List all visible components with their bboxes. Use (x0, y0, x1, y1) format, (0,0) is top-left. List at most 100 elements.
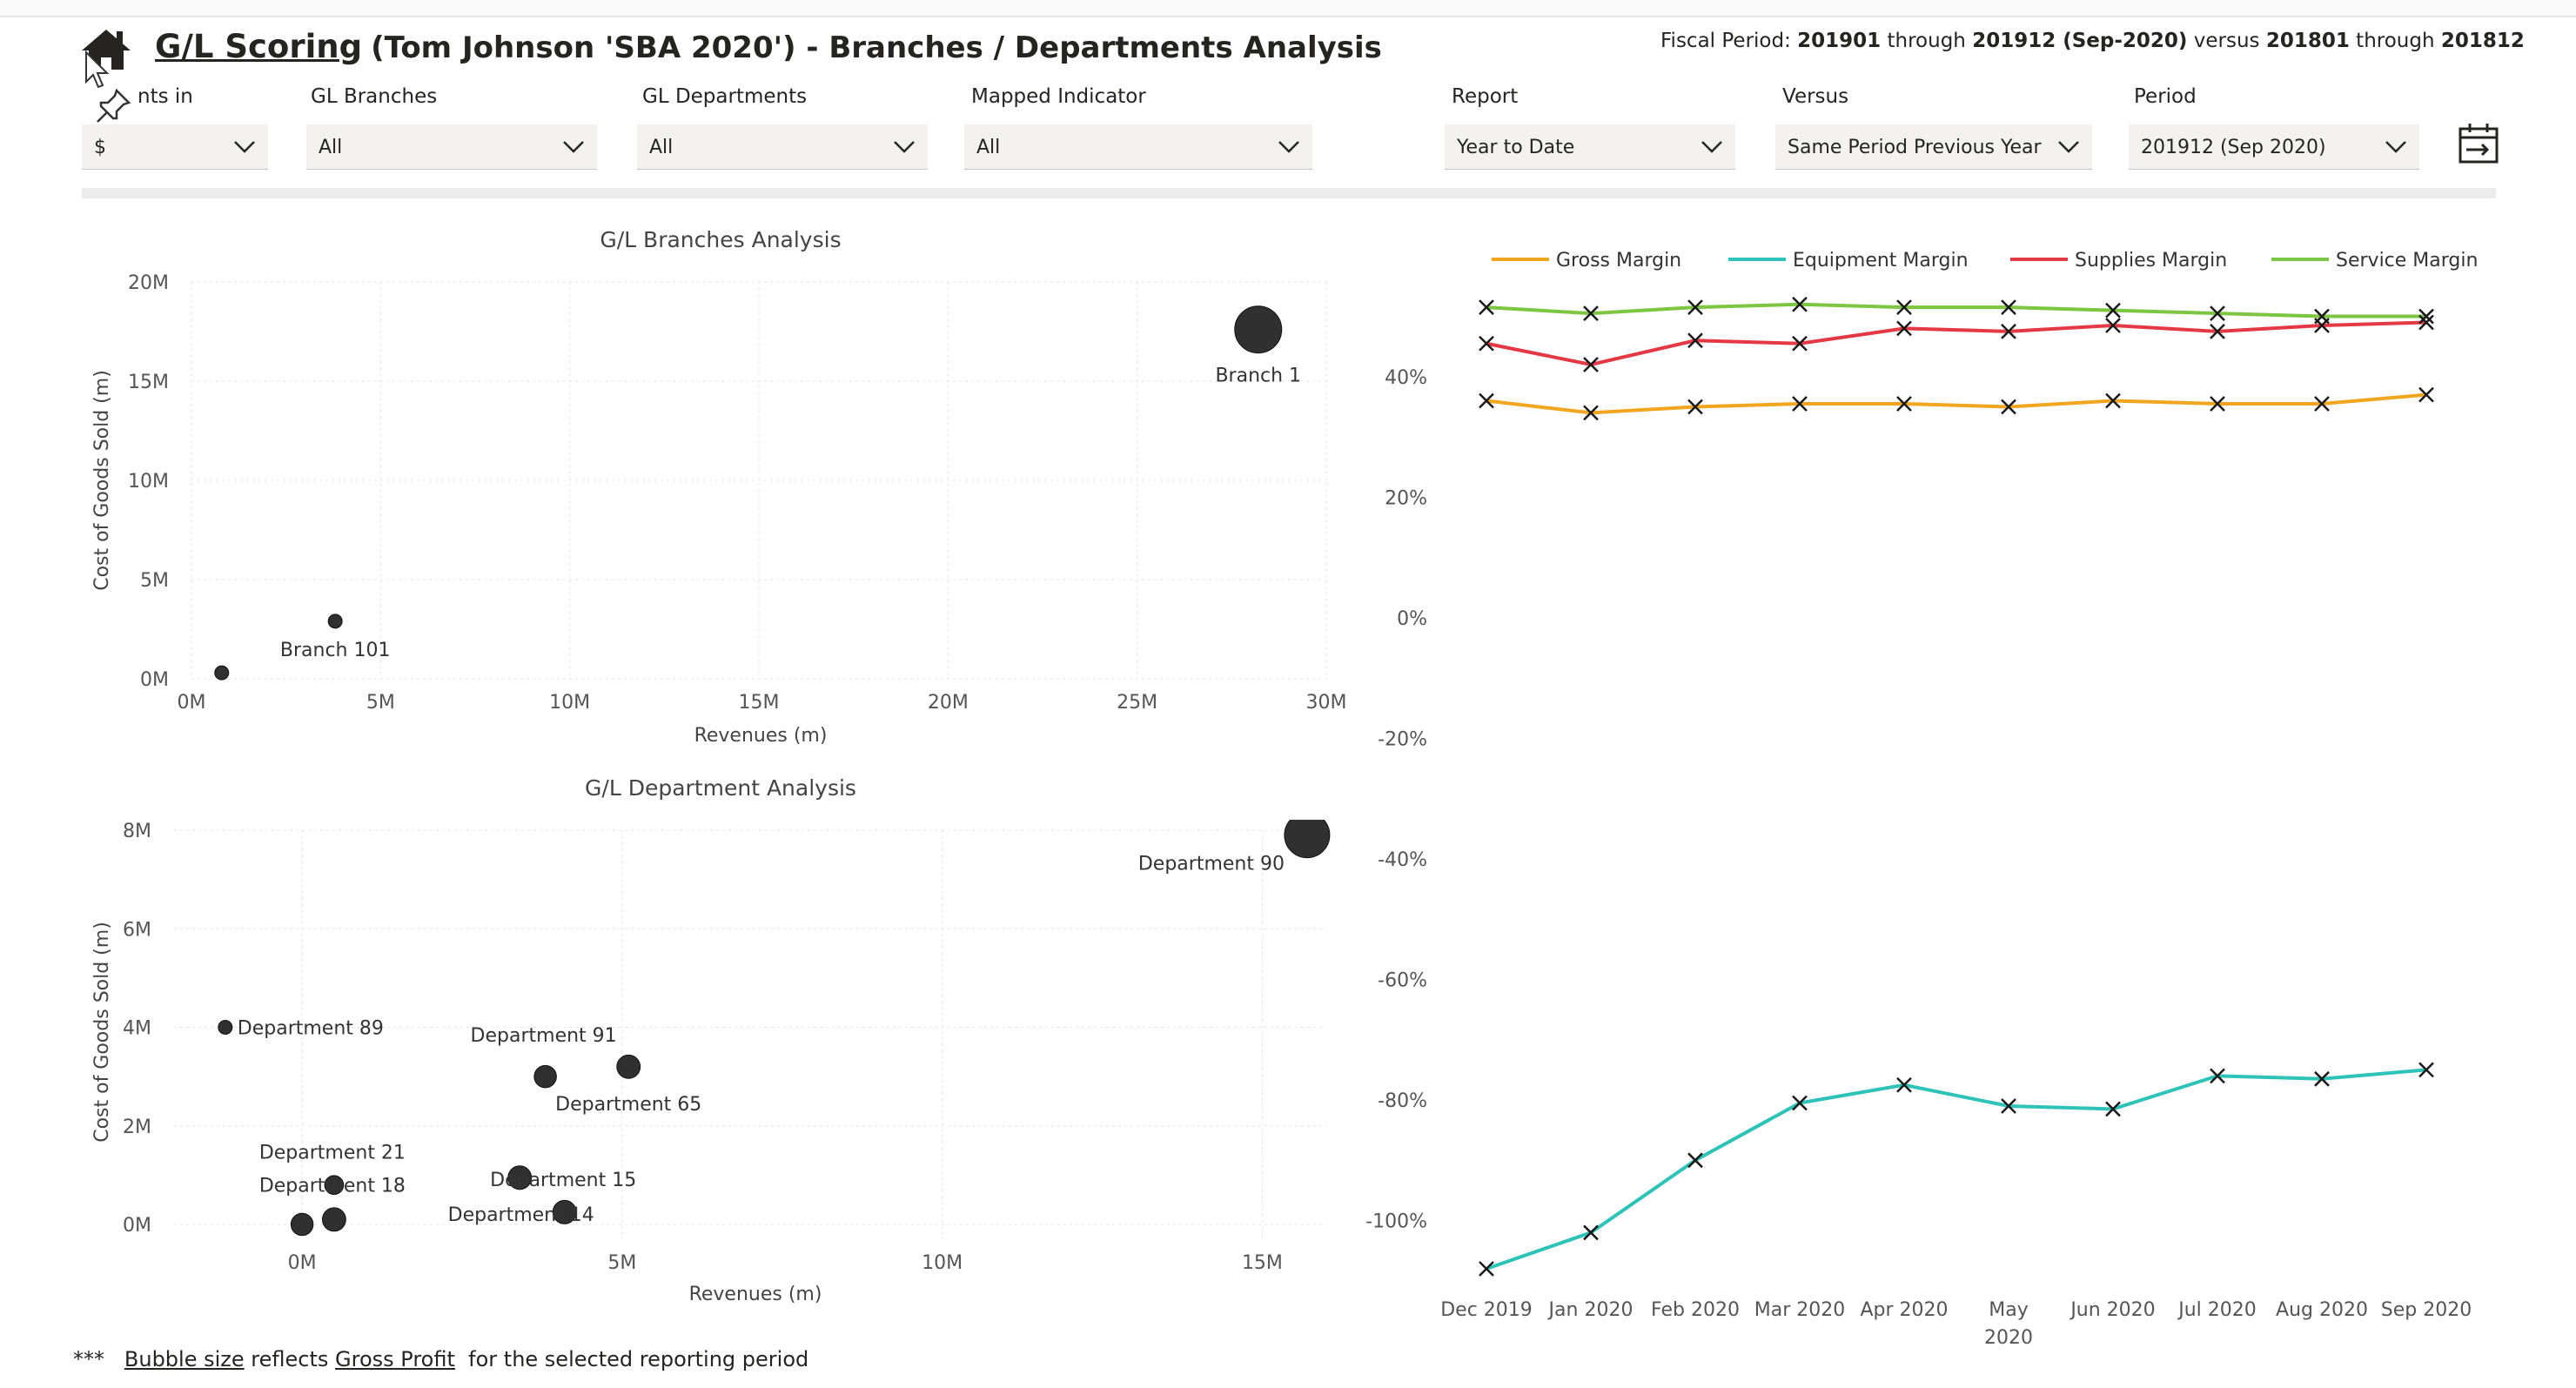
marker-gross-margin[interactable] (1479, 392, 1494, 409)
marker-gross-margin[interactable] (2314, 396, 2330, 412)
marker-equipment-margin[interactable] (2105, 1101, 2121, 1117)
bubble-department-90[interactable] (1284, 813, 1331, 859)
marker-equipment-margin[interactable] (2418, 1062, 2434, 1078)
marker-gross-margin[interactable] (1687, 399, 1703, 415)
series-line-gross-margin[interactable] (1486, 392, 2427, 415)
marker-service-margin[interactable] (1792, 296, 1808, 312)
x-tick-label: Jul 2020 (2177, 1299, 2257, 1321)
legend-label-equipment-margin[interactable]: Equipment Margin (1793, 250, 1969, 272)
branches-scatter-chart: G/L Branches Analysis Revenues (m) Cost … (91, 227, 1346, 747)
mapped-indicator-dropdown[interactable]: All (964, 124, 1312, 170)
marker-gross-margin[interactable] (2105, 392, 2121, 409)
legend-label-supplies-margin[interactable]: Supplies Margin (2075, 250, 2227, 272)
pin-icon[interactable] (94, 87, 132, 125)
bubble-department-65[interactable] (616, 1054, 641, 1079)
bubble-department-89[interactable] (218, 1020, 233, 1036)
legend-label-gross-margin[interactable]: Gross Margin (1556, 250, 1681, 272)
chevron-down-icon (2058, 141, 2079, 153)
page-title: G/L Scoring (Tom Johnson 'SBA 2020') - Br… (155, 28, 1382, 65)
mapped-dropdown-value: All (976, 137, 1001, 158)
marker-supplies-margin[interactable] (1687, 332, 1703, 349)
title-link[interactable]: G/L Scoring (155, 28, 363, 65)
x-tick-label: 15M (739, 692, 780, 714)
fiscal-period-text: Fiscal Period: 201901 through 201912 (Se… (1660, 30, 2525, 52)
marker-supplies-margin[interactable] (1479, 335, 1494, 352)
marker-equipment-margin[interactable] (2314, 1070, 2330, 1087)
marker-equipment-margin[interactable] (1687, 1152, 1703, 1169)
bubble-branch-1[interactable] (1234, 305, 1283, 354)
marker-gross-margin[interactable] (2210, 396, 2225, 412)
marker-supplies-margin[interactable] (2001, 323, 2016, 339)
marker-gross-margin[interactable] (2001, 399, 2016, 415)
marker-service-margin[interactable] (1687, 299, 1703, 316)
departments-dropdown[interactable]: All (637, 124, 928, 170)
bubble-department-91[interactable] (533, 1064, 557, 1089)
marker-equipment-margin[interactable] (2001, 1098, 2016, 1114)
marker-equipment-margin[interactable] (1792, 1095, 1808, 1111)
marker-supplies-margin[interactable] (1583, 357, 1599, 372)
bubble-unlabeled-2[interactable] (214, 665, 230, 681)
bubble-department-15[interactable] (507, 1165, 533, 1190)
period-dropdown[interactable]: 201912 (Sep 2020) (2129, 124, 2419, 170)
report-dropdown[interactable]: Year to Date (1445, 124, 1735, 170)
marker-service-margin[interactable] (1896, 299, 1912, 316)
data-label-branch-1: Branch 1 (1215, 365, 1301, 387)
bubble-department-21[interactable] (324, 1175, 345, 1196)
marker-gross-margin[interactable] (2418, 386, 2434, 403)
legend-label-service-margin[interactable]: Service Margin (2336, 250, 2478, 272)
branches-dropdown[interactable]: All (306, 124, 597, 170)
footnote: *** Bubble size reflects Gross Profit fo… (73, 1347, 808, 1371)
window-top-bar (0, 0, 2576, 17)
marker-equipment-margin[interactable] (1479, 1261, 1494, 1277)
marker-supplies-margin[interactable] (2105, 318, 2121, 333)
period-dropdown-value: 201912 (Sep 2020) (2141, 137, 2326, 158)
report-dropdown-value: Year to Date (1457, 137, 1575, 158)
marker-equipment-margin[interactable] (1896, 1076, 1912, 1093)
marker-service-margin[interactable] (1479, 299, 1494, 316)
bubble-size-link[interactable]: Bubble size (124, 1347, 245, 1371)
marker-equipment-margin[interactable] (1583, 1224, 1599, 1241)
export-icon[interactable] (2458, 120, 2501, 165)
slicer-label-versus: Versus (1782, 85, 1849, 108)
marker-supplies-margin[interactable] (2418, 314, 2434, 331)
marker-service-margin[interactable] (1583, 305, 1599, 321)
marker-service-margin[interactable] (2418, 308, 2434, 325)
bubble-branch-101[interactable] (327, 614, 343, 629)
x-tick-label: 30M (1306, 692, 1347, 714)
marker-gross-margin[interactable] (1896, 396, 1912, 412)
amounts-dropdown[interactable]: $ (82, 124, 268, 170)
series-line-supplies-margin[interactable] (1486, 320, 2427, 367)
series-line-equipment-margin[interactable] (1486, 1068, 2427, 1271)
marker-service-margin[interactable] (2314, 308, 2330, 325)
marker-service-margin[interactable] (2001, 299, 2016, 316)
marker-gross-margin[interactable] (1583, 405, 1599, 421)
departments-scatter-chart: G/L Department Analysis Revenues (m) Cos… (91, 775, 1331, 1305)
y-tick-label: 15M (128, 372, 169, 393)
marker-supplies-margin[interactable] (2210, 323, 2225, 339)
x-tick-label: 20M (928, 692, 969, 714)
marker-gross-margin[interactable] (1792, 396, 1808, 412)
marker-equipment-margin[interactable] (2210, 1068, 2225, 1084)
x-tick-label: 10M (922, 1252, 963, 1274)
departments-y-axis-label: Cost of Goods Sold (m) (91, 922, 113, 1143)
gross-profit-link[interactable]: Gross Profit (335, 1347, 455, 1371)
y-tick-label: 0M (140, 669, 169, 691)
x-tick-label: Dec 2019 (1440, 1299, 1533, 1321)
marker-supplies-margin[interactable] (1792, 335, 1808, 352)
bubble-unlabeled-6[interactable] (290, 1212, 314, 1237)
marker-service-margin[interactable] (2105, 302, 2121, 319)
x-tick-label: 10M (549, 692, 590, 714)
chevron-down-icon (234, 141, 255, 153)
data-label-department-15: Department 15 (490, 1170, 636, 1191)
x-tick-label: 0M (288, 1252, 317, 1274)
footnote-reflects: reflects (251, 1347, 329, 1371)
bubble-department-18[interactable] (321, 1207, 346, 1232)
marker-supplies-margin[interactable] (1896, 320, 1912, 337)
bubble-department-14[interactable] (552, 1199, 577, 1224)
versus-dropdown[interactable]: Same Period Previous Year (1775, 124, 2092, 170)
marker-service-margin[interactable] (2210, 305, 2225, 321)
series-line-service-margin[interactable] (1486, 302, 2426, 319)
fiscal-from: 201901 (1797, 30, 1882, 52)
chevron-down-icon (1701, 141, 1722, 153)
x-tick-label: 5M (366, 692, 395, 714)
